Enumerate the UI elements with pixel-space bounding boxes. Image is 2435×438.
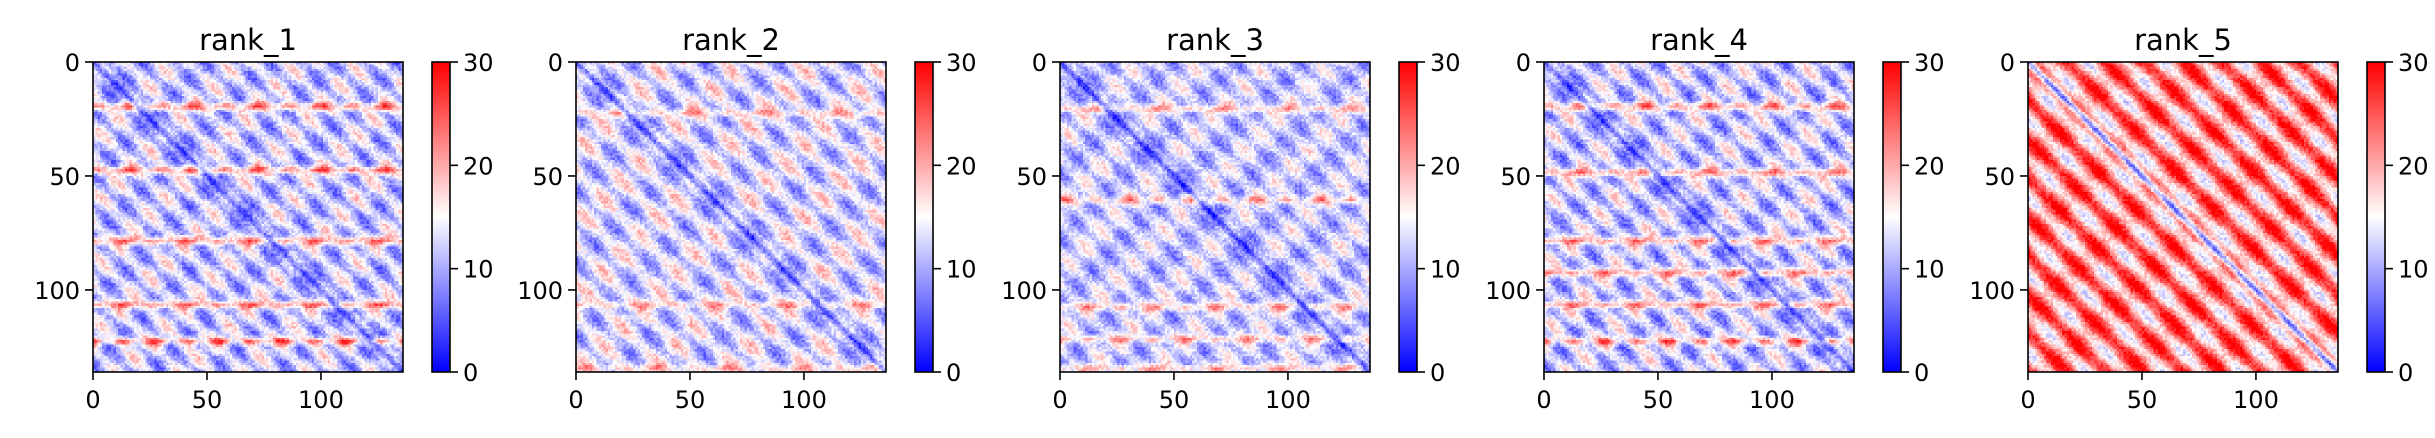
x-tick-label: 100 bbox=[781, 386, 827, 414]
y-tick-label: 0 bbox=[1516, 49, 1531, 77]
panel-title: rank_1 bbox=[199, 23, 297, 57]
colorbar-tick-label: 0 bbox=[2398, 359, 2413, 387]
y-tick-label: 100 bbox=[517, 277, 563, 305]
heatmap-image bbox=[576, 62, 886, 372]
plot-frame bbox=[92, 61, 404, 373]
heatmap-panel-2: rank_2 0 50 100 0 50 100 0 10 20 30 bbox=[517, 23, 976, 414]
y-tick-label: 50 bbox=[1016, 163, 1047, 191]
panel-title: rank_5 bbox=[2134, 23, 2232, 57]
heatmap-image bbox=[2028, 62, 2338, 372]
y-tick-label: 0 bbox=[65, 49, 80, 77]
colorbar bbox=[431, 61, 451, 373]
colorbar-tick-label: 10 bbox=[946, 256, 977, 284]
x-tick-label: 50 bbox=[1159, 386, 1190, 414]
plot-frame bbox=[1543, 61, 1855, 373]
colorbar-tick-label: 20 bbox=[463, 152, 494, 180]
colorbar-tick-label: 20 bbox=[2398, 152, 2429, 180]
colorbar bbox=[2366, 61, 2386, 373]
y-tick-label: 0 bbox=[2000, 49, 2015, 77]
x-tick-label: 0 bbox=[1052, 386, 1067, 414]
x-tick-label: 0 bbox=[1536, 386, 1551, 414]
y-tick-label: 100 bbox=[1485, 277, 1531, 305]
colorbar bbox=[914, 61, 934, 373]
y-tick-label: 100 bbox=[1969, 277, 2015, 305]
colorbar-tick-label: 30 bbox=[2398, 49, 2429, 77]
colorbar-tick-label: 20 bbox=[1430, 152, 1461, 180]
heatmap-panel-4: rank_4 0 50 100 0 50 100 0 10 20 30 bbox=[1485, 23, 1944, 414]
y-tick-label: 50 bbox=[1984, 163, 2015, 191]
x-tick-label: 100 bbox=[298, 386, 344, 414]
plot-frame bbox=[1059, 61, 1371, 373]
colorbar-tick-label: 20 bbox=[1914, 152, 1945, 180]
colorbar-tick-label: 10 bbox=[463, 256, 494, 284]
heatmap-image bbox=[1544, 62, 1854, 372]
x-tick-label: 50 bbox=[2127, 386, 2158, 414]
x-tick-label: 50 bbox=[192, 386, 223, 414]
colorbar-tick-label: 30 bbox=[463, 49, 494, 77]
colorbar bbox=[1398, 61, 1418, 373]
x-tick-label: 0 bbox=[568, 386, 583, 414]
heatmap-image bbox=[1060, 62, 1370, 372]
y-tick-label: 100 bbox=[34, 277, 80, 305]
x-tick-label: 100 bbox=[1749, 386, 1795, 414]
plot-frame bbox=[575, 61, 887, 373]
colorbar-tick-label: 10 bbox=[1914, 256, 1945, 284]
colorbar-tick-label: 30 bbox=[1914, 49, 1945, 77]
x-tick-label: 50 bbox=[675, 386, 706, 414]
x-tick-label: 50 bbox=[1643, 386, 1674, 414]
colorbar-tick-label: 20 bbox=[946, 152, 977, 180]
colorbar-tick-label: 30 bbox=[946, 49, 977, 77]
heatmap-panel-1: rank_1 0 50 100 0 50 100 0 10 20 30 bbox=[34, 23, 493, 414]
y-tick-label: 0 bbox=[548, 49, 563, 77]
colorbar-tick-label: 10 bbox=[1430, 256, 1461, 284]
colorbar-tick-label: 30 bbox=[1430, 49, 1461, 77]
panel-title: rank_2 bbox=[682, 23, 780, 57]
y-tick-label: 0 bbox=[1032, 49, 1047, 77]
y-tick-label: 100 bbox=[1001, 277, 1047, 305]
x-tick-label: 100 bbox=[1265, 386, 1311, 414]
panel-title: rank_3 bbox=[1166, 23, 1264, 57]
heatmap-panel-3: rank_3 0 50 100 0 50 100 0 10 20 30 bbox=[1001, 23, 1460, 414]
plot-frame bbox=[2027, 61, 2339, 373]
colorbar-tick-label: 0 bbox=[1914, 359, 1929, 387]
y-tick-label: 50 bbox=[532, 163, 563, 191]
colorbar-tick-label: 0 bbox=[946, 359, 961, 387]
panel-title: rank_4 bbox=[1650, 23, 1748, 57]
x-tick-label: 100 bbox=[2233, 386, 2279, 414]
heatmap-image bbox=[93, 62, 403, 372]
x-tick-label: 0 bbox=[2020, 386, 2035, 414]
colorbar-tick-label: 0 bbox=[463, 359, 478, 387]
heatmap-panel-5: rank_5 0 50 100 0 50 100 0 10 20 30 bbox=[1969, 23, 2428, 414]
y-tick-label: 50 bbox=[1500, 163, 1531, 191]
colorbar-tick-label: 0 bbox=[1430, 359, 1445, 387]
x-tick-label: 0 bbox=[85, 386, 100, 414]
colorbar bbox=[1882, 61, 1902, 373]
y-tick-label: 50 bbox=[49, 163, 80, 191]
colorbar-tick-label: 10 bbox=[2398, 256, 2429, 284]
